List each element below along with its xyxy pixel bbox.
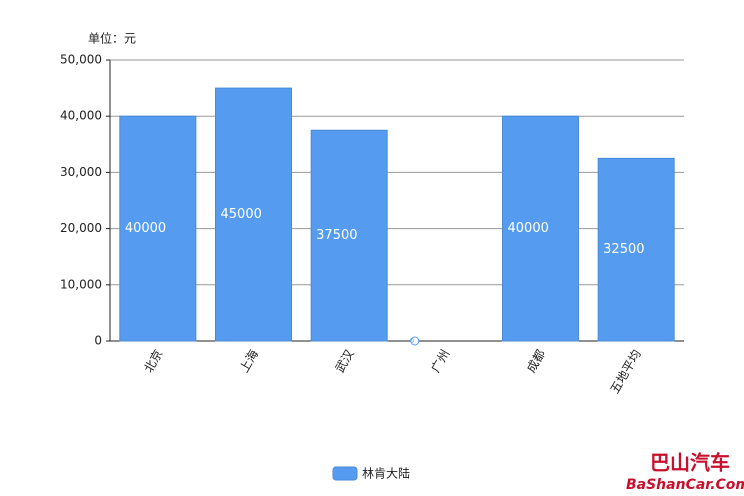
y-tick-label: 50,000 [60, 53, 102, 67]
x-tick-label: 广州 [428, 347, 452, 375]
x-tick-label: 五地平均 [608, 347, 644, 396]
y-tick-label: 0 [94, 334, 102, 348]
bar [597, 157, 675, 342]
y-tick-label: 20,000 [60, 221, 102, 235]
bar [215, 87, 292, 342]
bar [310, 129, 388, 342]
value-label: 40000 [125, 221, 166, 236]
zero-marker [410, 336, 420, 346]
value-label: 40000 [508, 221, 549, 236]
bar [119, 115, 197, 342]
unit-label: 单位：元 [88, 31, 136, 46]
x-tick-label: 北京 [141, 347, 165, 375]
value-label: 32500 [603, 242, 644, 257]
watermark-title: 巴山汽车 [650, 451, 730, 475]
watermark-url: BaShanCar.Com [626, 477, 744, 493]
x-tick-label: 上海 [236, 347, 261, 375]
value-label: 45000 [221, 207, 262, 222]
bar [502, 115, 579, 342]
legend-swatch [332, 466, 358, 481]
x-tick-label: 武汉 [333, 347, 357, 375]
value-label: 37500 [316, 228, 357, 243]
x-tick-label: 成都 [524, 347, 548, 375]
legend-label: 林肯大陆 [362, 466, 410, 481]
y-tick-label: 40,000 [60, 109, 102, 123]
y-tick-label: 10,000 [60, 277, 102, 291]
y-tick-label: 30,000 [60, 165, 102, 179]
value-label: 0 [410, 337, 414, 345]
